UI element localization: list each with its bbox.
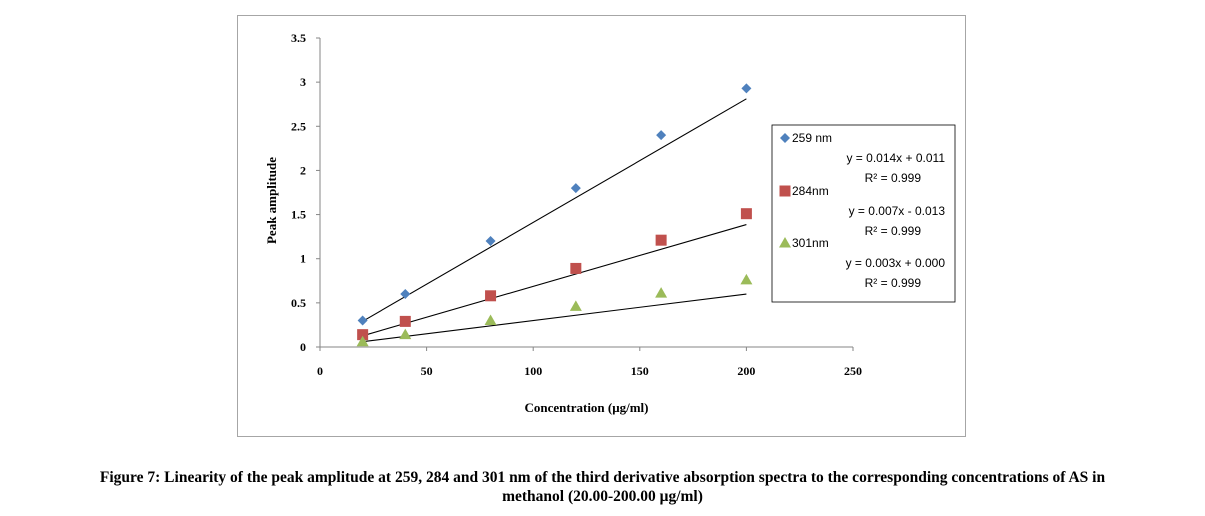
data-point: [484, 314, 497, 326]
y-tick-label: 1.5: [291, 208, 306, 222]
y-axis-label: Peak amplitude: [264, 157, 279, 244]
y-tick-label: 3.5: [291, 31, 306, 45]
trendline: [362, 98, 747, 322]
data-point: [741, 83, 752, 94]
legend-marker: [779, 237, 791, 248]
data-point: [485, 290, 497, 302]
data-point: [655, 234, 667, 246]
chart-plot: 0 0.5 1 1.5 2 2.5 3 3.5 0 50 100 150 200 250 Concentra…: [264, 31, 956, 415]
x-tick-label: 150: [631, 364, 649, 378]
data-point: [570, 262, 582, 274]
data-point: [357, 315, 368, 326]
data-point: [570, 183, 581, 194]
x-tick-label: 200: [737, 364, 755, 378]
caption-line-2: methanol (20.00-200.00 μg/ml): [502, 488, 703, 505]
caption-line-1: Figure 7: Linearity of the peak amplitud…: [99, 469, 1106, 486]
y-tick-label: 3: [300, 75, 306, 89]
y-tick-label: 1: [300, 252, 306, 266]
figure-caption: Figure 7: Linearity of the peak amplitud…: [20, 468, 1185, 506]
y-tick-label: 0: [300, 340, 306, 354]
data-point: [569, 300, 582, 311]
legend-r-squared: R² = 0.999: [865, 171, 922, 185]
trendline: [362, 293, 747, 343]
data-point: [399, 315, 411, 327]
legend-equation: y = 0.007x - 0.013: [849, 204, 946, 218]
data-point: [740, 273, 753, 285]
legend-box: [771, 124, 956, 303]
trendline: [362, 224, 747, 337]
x-tick-label: 50: [421, 364, 433, 378]
legend-r-squared: R² = 0.999: [865, 224, 922, 238]
x-tick-label: 100: [524, 364, 542, 378]
data-point: [656, 130, 667, 141]
y-tick-label: 2.5: [291, 119, 306, 133]
legend-equation: y = 0.014x + 0.011: [846, 151, 945, 165]
legend-series-name: 301nm: [792, 236, 829, 250]
data-point: [740, 208, 752, 220]
x-axis-label: Concentration (μg/ml): [525, 400, 649, 415]
legend-r-squared: R² = 0.999: [865, 276, 922, 290]
legend: 259 nm y = 0.014x + 0.011 R² = 0.999 284nm y…: [771, 124, 956, 303]
y-tick-label: 2: [300, 163, 306, 177]
data-point: [485, 236, 496, 247]
series-1: [357, 83, 752, 326]
legend-series-name: 284nm: [792, 184, 829, 198]
legend-marker: [779, 185, 791, 197]
legend-series-name: 259 nm: [792, 131, 832, 145]
data-point: [399, 328, 412, 340]
series-2: [357, 208, 752, 341]
x-tick-label: 250: [844, 364, 862, 378]
legend-marker: [780, 133, 790, 143]
series-3: [356, 273, 753, 347]
legend-equation: y = 0.003x + 0.000: [846, 256, 946, 270]
y-tick-label: 0.5: [291, 296, 306, 310]
x-tick-label: 0: [317, 364, 323, 378]
data-point: [357, 329, 369, 341]
data-point: [356, 335, 369, 347]
data-point: [655, 287, 668, 298]
data-point: [400, 289, 411, 300]
chart-area: 0 0.5 1 1.5 2 2.5 3 3.5 0 50 100 150 200 250 Concentra…: [237, 15, 966, 437]
